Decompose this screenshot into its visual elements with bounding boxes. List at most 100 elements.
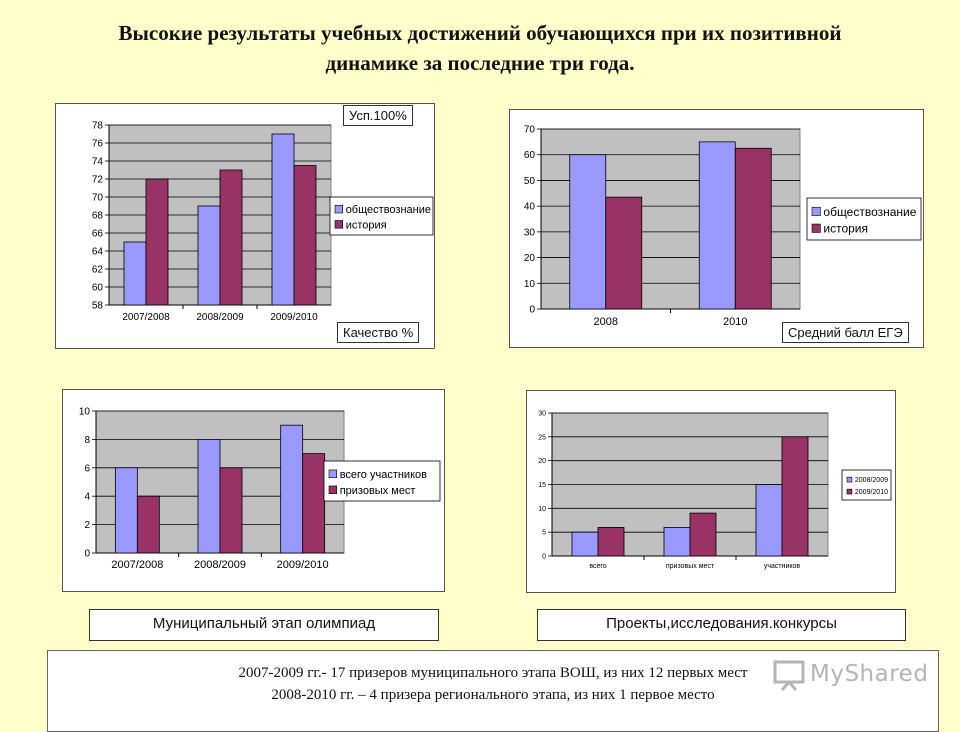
legend-box (841, 469, 892, 501)
x-category-label: 2008 (594, 316, 618, 328)
y-tick-label: 2 (84, 520, 90, 531)
y-tick-label: 76 (92, 139, 104, 150)
y-tick-label: 62 (92, 265, 104, 276)
y-tick-label: 78 (92, 121, 104, 132)
legend-swatch (846, 476, 853, 483)
page-title-line-2: динамике за последние три года. (325, 51, 635, 75)
y-tick-label: 58 (92, 301, 104, 312)
legend-label: обществознание (823, 205, 916, 219)
bar-b (689, 512, 717, 557)
bar-b (219, 169, 243, 306)
y-tick-label: 70 (92, 193, 104, 204)
bar-a (571, 531, 599, 557)
bar-b (734, 147, 772, 310)
page-title: Высокие результаты учебных достижений об… (40, 18, 920, 78)
legend-swatch (811, 206, 821, 216)
x-category-label: 2007/2008 (111, 559, 163, 571)
bar-b (605, 196, 643, 310)
y-tick-label: 5 (542, 530, 546, 537)
bottom-notes: 2007-2009 гг.- 17 призеров муниципальног… (47, 650, 939, 732)
y-tick-label: 72 (92, 175, 104, 186)
chart-quality: 58 60 62 64 66 68 70 72 74 76 78 2007/2008 2008/2009… (55, 103, 435, 349)
y-tick-label: 0 (84, 549, 90, 560)
bar-a (271, 133, 295, 306)
bar-b (781, 436, 809, 557)
y-tick-label: 20 (538, 458, 546, 465)
bar-a (663, 526, 691, 557)
x-category-label: 2010 (723, 316, 747, 328)
legend-swatch (334, 220, 343, 229)
caption-projects: Проекты,исследования.конкурсы (537, 609, 906, 641)
y-tick-label: 0 (542, 553, 546, 560)
bar-b (302, 453, 326, 554)
bar-a (114, 467, 138, 554)
legend-label: всего участников (340, 469, 427, 481)
chart-projects-svg: 0 5 10 15 20 25 30 всего призовых мест участников… (538, 410, 892, 570)
y-tick-label: 4 (84, 492, 90, 503)
bar-b (219, 467, 243, 554)
chart-ege-svg: 0 10 20 30 40 50 60 70 2008 2010 обществознание ист… (524, 125, 922, 328)
x-category-label: 2009/2010 (270, 312, 318, 323)
x-category-label: 2007/2008 (122, 312, 170, 323)
y-tick-label: 10 (79, 407, 91, 418)
x-category-label: участников (764, 563, 801, 570)
y-tick-label: 68 (92, 211, 104, 222)
caption-olympiad: Муниципальный этап олимпиад (89, 609, 439, 641)
bar-a (197, 205, 221, 306)
bar-b (597, 526, 625, 557)
y-tick-label: 30 (524, 227, 536, 238)
y-tick-label: 30 (538, 410, 546, 417)
chart-ege: 0 10 20 30 40 50 60 70 2008 2010 обществознание ист… (509, 109, 924, 348)
x-category-label: 2008/2009 (196, 312, 244, 323)
legend-label: призовых мест (340, 485, 416, 497)
bar-a (123, 241, 147, 306)
bar-a (569, 154, 607, 310)
legend-label: история (823, 222, 868, 236)
legend-label: 2008/2009 (855, 477, 888, 484)
x-category-label: призовых мест (666, 563, 715, 570)
legend-swatch (334, 205, 343, 214)
legend-swatch (328, 469, 337, 478)
x-category-label: 2008/2009 (194, 559, 246, 571)
chart-quality-svg: 58 60 62 64 66 68 70 72 74 76 78 2007/2008 2008/2009… (92, 121, 434, 323)
y-tick-label: 8 (84, 435, 90, 446)
bar-a (755, 484, 783, 557)
y-tick-label: 60 (524, 150, 536, 161)
y-tick-label: 6 (84, 463, 90, 474)
bottom-note-line-1: 2007-2009 гг.- 17 призеров муниципальног… (238, 665, 748, 681)
bar-b (145, 178, 169, 306)
watermark-text: MyShared (810, 661, 929, 687)
y-tick-label: 64 (92, 247, 104, 258)
bottom-note-line-2: 2008-2010 гг. – 4 призера регионального … (271, 687, 715, 703)
chart-olympiad: 0 2 4 6 8 10 2007/2008 2008/2009 2009/2010 всего … (62, 389, 445, 592)
legend-box (806, 197, 922, 241)
page-title-line-1: Высокие результаты учебных достижений об… (118, 21, 842, 45)
legend-swatch (328, 485, 337, 494)
x-category-label: 2009/2010 (277, 559, 329, 571)
y-tick-label: 70 (524, 125, 536, 136)
tag-success-100: Усп.100% (343, 105, 413, 126)
y-tick-label: 15 (538, 482, 546, 489)
y-tick-label: 40 (524, 202, 536, 213)
y-tick-label: 10 (538, 506, 546, 513)
bar-b (136, 495, 160, 554)
watermark: MyShared (772, 658, 942, 692)
legend-box (329, 196, 434, 236)
tag-ege-average: Средний балл ЕГЭ (782, 322, 909, 343)
bar-a (280, 424, 304, 554)
y-tick-label: 74 (92, 157, 104, 168)
legend-label: 2009/2010 (855, 489, 888, 496)
y-tick-label: 10 (524, 279, 536, 290)
y-tick-label: 50 (524, 176, 536, 187)
chart-olympiad-svg: 0 2 4 6 8 10 2007/2008 2008/2009 2009/2010 всего … (79, 407, 441, 571)
y-tick-label: 0 (529, 305, 535, 316)
legend-swatch (846, 488, 853, 495)
legend-swatch (811, 223, 821, 233)
bar-a (197, 439, 221, 554)
chart-projects: 0 5 10 15 20 25 30 всего призовых мест участников… (526, 390, 896, 593)
presentation-icon (773, 660, 805, 691)
bar-b (293, 165, 317, 306)
x-category-label: всего (589, 563, 606, 570)
y-tick-label: 20 (524, 253, 536, 264)
legend-label: обществознание (346, 204, 431, 216)
